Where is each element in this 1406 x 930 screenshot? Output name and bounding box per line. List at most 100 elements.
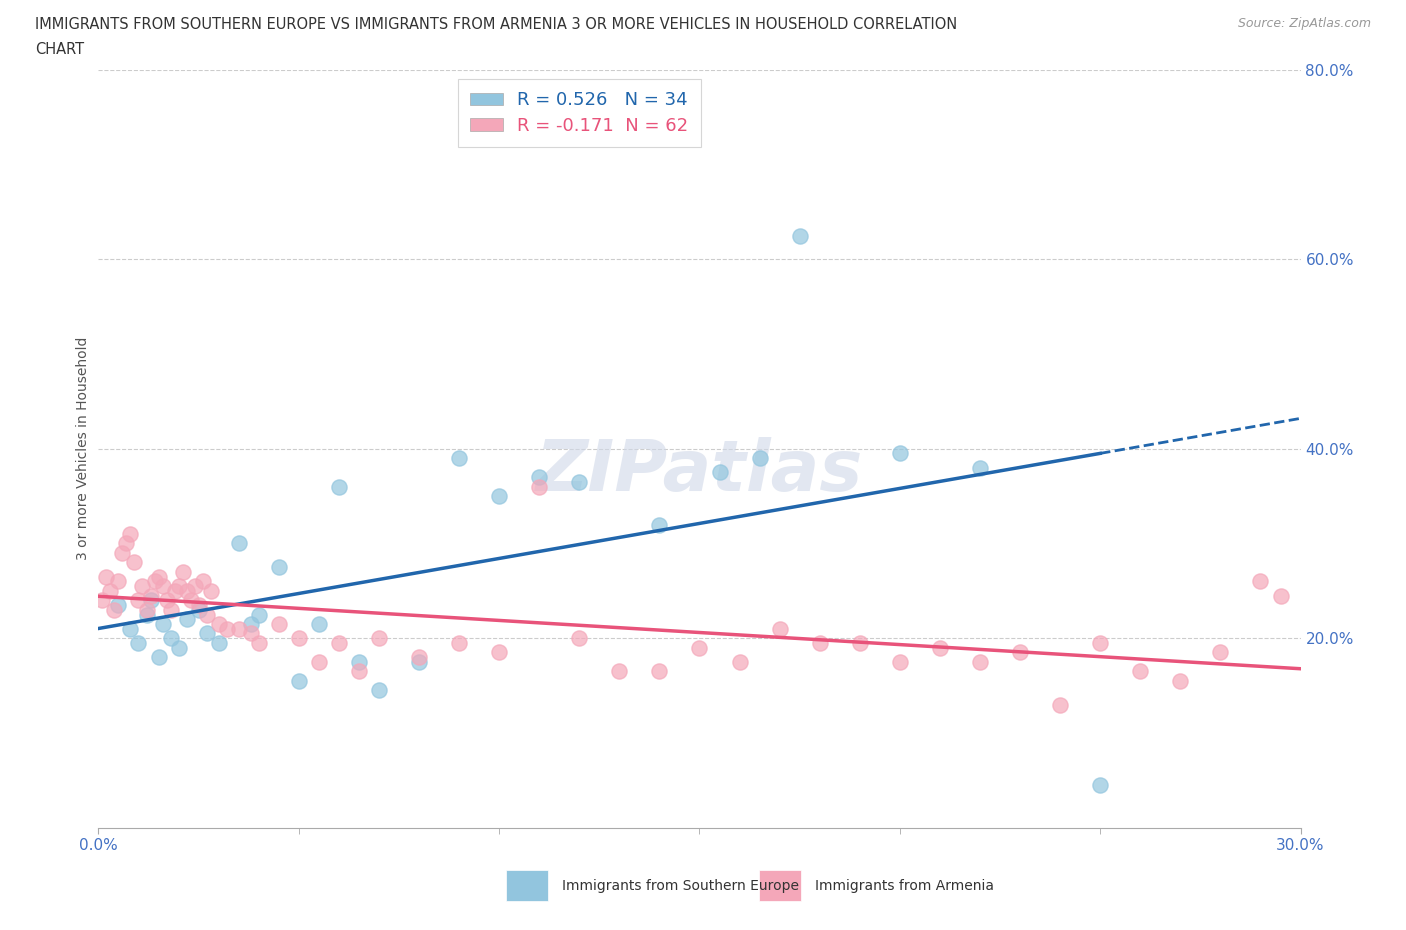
Point	[368, 683, 391, 698]
Point	[247, 635, 270, 650]
Legend: R = 0.526   N = 34, R = -0.171  N = 62: R = 0.526 N = 34, R = -0.171 N = 62	[457, 79, 702, 147]
Point	[107, 574, 129, 589]
Point	[969, 655, 991, 670]
Point	[187, 603, 209, 618]
Point	[447, 635, 470, 650]
Point	[288, 673, 311, 688]
Text: Immigrants from Southern Europe: Immigrants from Southern Europe	[562, 879, 800, 893]
Point	[139, 593, 162, 608]
Point	[488, 488, 510, 503]
Point	[328, 479, 350, 494]
Point	[159, 603, 181, 618]
Point	[135, 603, 157, 618]
Text: Source: ZipAtlas.com: Source: ZipAtlas.com	[1237, 17, 1371, 30]
Point	[208, 635, 231, 650]
Point	[347, 664, 370, 679]
Point	[609, 664, 631, 679]
Point	[155, 593, 177, 608]
Point	[183, 578, 205, 593]
Point	[139, 588, 162, 603]
Point	[529, 470, 551, 485]
Point	[91, 593, 114, 608]
Point	[100, 583, 122, 598]
Point	[135, 607, 157, 622]
Point	[1129, 664, 1152, 679]
Point	[180, 593, 202, 608]
Point	[347, 655, 370, 670]
Point	[748, 451, 770, 466]
Point	[215, 621, 238, 636]
Bar	[759, 870, 801, 901]
Point	[328, 635, 350, 650]
Point	[488, 645, 510, 660]
Point	[152, 617, 174, 631]
Point	[167, 640, 190, 655]
Point	[239, 617, 262, 631]
Point	[969, 460, 991, 475]
Point	[808, 635, 831, 650]
Point	[728, 655, 751, 670]
Point	[163, 583, 186, 598]
Text: IMMIGRANTS FROM SOUTHERN EUROPE VS IMMIGRANTS FROM ARMENIA 3 OR MORE VEHICLES IN: IMMIGRANTS FROM SOUTHERN EUROPE VS IMMIG…	[35, 17, 957, 32]
Point	[288, 631, 311, 645]
Point	[120, 526, 142, 541]
Point	[128, 635, 150, 650]
Point	[103, 603, 125, 618]
Point	[120, 621, 142, 636]
Point	[308, 617, 330, 631]
Point	[148, 569, 170, 584]
Point	[200, 583, 222, 598]
Point	[176, 612, 198, 627]
Point	[267, 560, 290, 575]
Bar	[506, 870, 548, 901]
Point	[1010, 645, 1032, 660]
Point	[929, 640, 952, 655]
Point	[111, 546, 134, 561]
Point	[131, 578, 153, 593]
Point	[208, 617, 231, 631]
Point	[568, 474, 591, 489]
Point	[408, 650, 430, 665]
Point	[159, 631, 181, 645]
Point	[1088, 635, 1111, 650]
Point	[308, 655, 330, 670]
Point	[172, 565, 194, 579]
Point	[368, 631, 391, 645]
Point	[167, 578, 190, 593]
Point	[408, 655, 430, 670]
Point	[143, 574, 166, 589]
Point	[568, 631, 591, 645]
Point	[187, 598, 209, 613]
Point	[148, 650, 170, 665]
Point	[195, 607, 218, 622]
Point	[267, 617, 290, 631]
Point	[176, 583, 198, 598]
Point	[239, 626, 262, 641]
Point	[789, 228, 811, 243]
Point	[889, 446, 911, 461]
Point	[889, 655, 911, 670]
Point	[447, 451, 470, 466]
Point	[152, 578, 174, 593]
Point	[1250, 574, 1272, 589]
Point	[688, 640, 710, 655]
Point	[648, 517, 671, 532]
Point	[228, 621, 250, 636]
Point	[1270, 588, 1292, 603]
Point	[107, 598, 129, 613]
Point	[768, 621, 790, 636]
Text: Immigrants from Armenia: Immigrants from Armenia	[815, 879, 994, 893]
Point	[1049, 698, 1071, 712]
Y-axis label: 3 or more Vehicles in Household: 3 or more Vehicles in Household	[76, 337, 90, 561]
Point	[1170, 673, 1192, 688]
Point	[648, 664, 671, 679]
Point	[247, 607, 270, 622]
Point	[1088, 777, 1111, 792]
Point	[1209, 645, 1232, 660]
Point	[96, 569, 118, 584]
Point	[128, 593, 150, 608]
Text: CHART: CHART	[35, 42, 84, 57]
Point	[124, 555, 146, 570]
Point	[115, 536, 138, 551]
Point	[849, 635, 872, 650]
